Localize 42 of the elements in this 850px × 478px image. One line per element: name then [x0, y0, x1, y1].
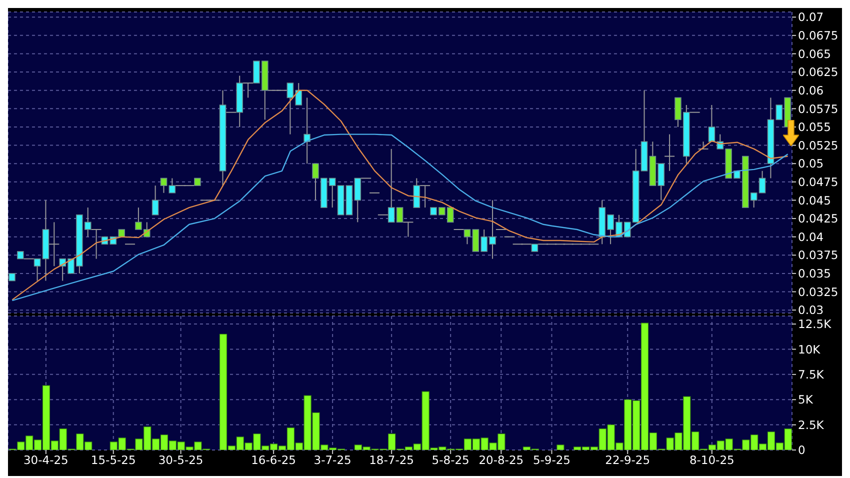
x-tick-label: 5-9-25 — [532, 453, 571, 468]
x-tick-label: 30-5-25 — [158, 453, 204, 468]
y-tick-label: 0.035 — [798, 266, 831, 281]
candlestick — [152, 185, 159, 216]
y-tick-label: 0.0375 — [798, 248, 838, 262]
candlestick — [758, 170, 766, 194]
y-tick-label: 2.5K — [798, 418, 824, 432]
bar — [556, 444, 564, 450]
y-tick-label: 0.055 — [798, 120, 831, 134]
x-tick-label: 8-10-25 — [689, 453, 734, 468]
y-tick-label: 0.07 — [798, 10, 824, 24]
y-tick-label: 12.5K — [798, 317, 832, 332]
y-tick-label: 0.065 — [798, 46, 831, 61]
y-tick-label: 0.04 — [798, 230, 824, 244]
y-tick-label: 0.03 — [798, 303, 824, 318]
y-tick-label: 0.045 — [798, 193, 831, 208]
y-tick-label: 0.0475 — [798, 174, 838, 189]
x-tick-label: 15-5-25 — [90, 453, 136, 468]
y-tick-label: 0.06 — [798, 83, 824, 98]
y-tick-label: 0.0425 — [798, 212, 838, 226]
x-tick-label: 16-6-25 — [251, 453, 296, 468]
y-tick-label: 0.0625 — [798, 65, 838, 80]
x-tick-label: 3-7-25 — [314, 453, 352, 468]
candlestick — [160, 178, 168, 194]
x-tick-label: 18-7-25 — [369, 453, 414, 468]
line-series — [12, 90, 788, 300]
y-tick-label: 0.0675 — [798, 28, 838, 43]
candlestick — [304, 97, 310, 164]
y-tick-label: 7.5K — [798, 368, 824, 382]
y-tick-label: 0 — [798, 443, 806, 458]
line-series — [12, 134, 788, 302]
y-tick-label: 5K — [798, 392, 814, 407]
y-tick-label: 0.0325 — [798, 284, 838, 299]
y-tick-label: 0.0525 — [798, 138, 838, 152]
x-tick-label: 30-4-25 — [23, 453, 68, 468]
x-tick-label: 20-8-25 — [478, 453, 524, 468]
candlestick — [708, 104, 716, 142]
y-tick-label: 0.05 — [798, 156, 824, 171]
y-tick-label: 0.0575 — [798, 102, 838, 116]
y-tick-label: 10K — [798, 342, 821, 356]
x-tick-label: 5-8-25 — [432, 453, 470, 468]
x-tick-label: 22-9-25 — [605, 453, 650, 468]
